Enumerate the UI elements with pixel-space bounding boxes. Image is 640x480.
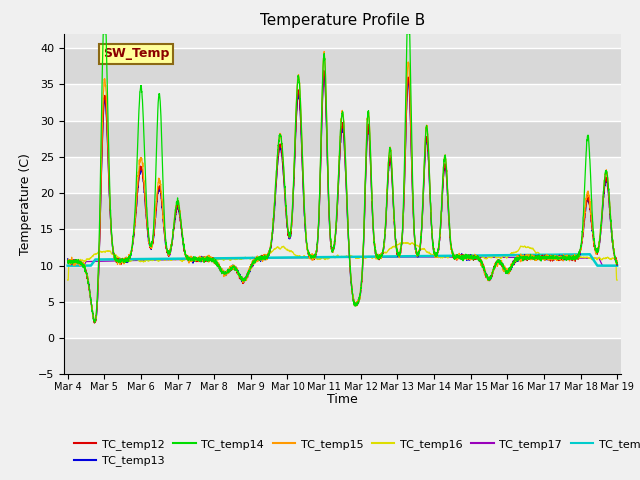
TC_temp17 bbox=[159, 257, 167, 263]
TC_temp16 bbox=[613, 277, 621, 283]
TC_temp12 bbox=[91, 320, 99, 326]
TC_temp13 bbox=[127, 251, 134, 257]
TC_temp13 bbox=[64, 256, 72, 262]
TC_temp18 bbox=[603, 263, 611, 268]
TC_temp18 bbox=[613, 263, 621, 268]
TC_temp15 bbox=[543, 256, 551, 262]
TC_temp13 bbox=[320, 70, 328, 76]
TC_temp15 bbox=[613, 258, 621, 264]
TC_temp15 bbox=[298, 153, 306, 158]
Bar bbox=[64, 84, 621, 120]
Text: SW_Temp: SW_Temp bbox=[103, 48, 170, 60]
TC_temp16 bbox=[64, 277, 72, 283]
TC_temp13 bbox=[613, 262, 621, 268]
TC_temp18 bbox=[298, 254, 306, 260]
TC_temp12 bbox=[127, 252, 134, 257]
TC_temp12 bbox=[159, 215, 167, 220]
Line: TC_temp15: TC_temp15 bbox=[68, 51, 617, 322]
TC_temp12 bbox=[64, 258, 72, 264]
TC_temp16 bbox=[298, 255, 306, 261]
TC_temp17 bbox=[415, 254, 423, 260]
TC_temp17 bbox=[298, 255, 306, 261]
TC_temp17 bbox=[543, 255, 551, 261]
TC_temp14 bbox=[613, 260, 621, 266]
TC_temp15 bbox=[603, 173, 611, 179]
Line: TC_temp12: TC_temp12 bbox=[68, 71, 617, 323]
TC_temp17 bbox=[613, 263, 621, 268]
X-axis label: Time: Time bbox=[327, 394, 358, 407]
TC_temp15 bbox=[275, 139, 282, 144]
Bar bbox=[64, 302, 621, 338]
TC_temp15 bbox=[159, 216, 167, 221]
Y-axis label: Temperature (C): Temperature (C) bbox=[19, 153, 33, 255]
TC_temp16 bbox=[275, 245, 282, 251]
TC_temp15 bbox=[92, 319, 99, 324]
Bar bbox=[64, 265, 621, 302]
Bar bbox=[64, 120, 621, 157]
TC_temp16 bbox=[403, 240, 411, 245]
TC_temp13 bbox=[159, 217, 167, 223]
Legend: TC_temp12, TC_temp13, TC_temp14, TC_temp15, TC_temp16, TC_temp17, TC_temp18: TC_temp12, TC_temp13, TC_temp14, TC_temp… bbox=[70, 434, 640, 471]
TC_temp12 bbox=[613, 262, 621, 267]
TC_temp14 bbox=[64, 259, 72, 264]
Line: TC_temp16: TC_temp16 bbox=[68, 242, 617, 280]
TC_temp12 bbox=[298, 161, 306, 167]
Line: TC_temp17: TC_temp17 bbox=[68, 257, 617, 265]
TC_temp15 bbox=[127, 250, 134, 255]
TC_temp17 bbox=[127, 258, 134, 264]
TC_temp15 bbox=[321, 48, 328, 54]
TC_temp16 bbox=[543, 255, 551, 261]
Line: TC_temp13: TC_temp13 bbox=[68, 73, 617, 322]
Title: Temperature Profile B: Temperature Profile B bbox=[260, 13, 425, 28]
TC_temp14 bbox=[127, 251, 134, 256]
TC_temp13 bbox=[275, 152, 282, 158]
Bar bbox=[64, 48, 621, 84]
TC_temp17 bbox=[64, 263, 72, 268]
TC_temp15 bbox=[64, 259, 72, 265]
TC_temp16 bbox=[127, 258, 134, 264]
Line: TC_temp14: TC_temp14 bbox=[68, 34, 617, 323]
TC_temp12 bbox=[603, 174, 611, 180]
TC_temp18 bbox=[586, 252, 593, 257]
TC_temp14 bbox=[299, 157, 307, 163]
TC_temp18 bbox=[159, 256, 167, 262]
TC_temp16 bbox=[603, 255, 611, 261]
TC_temp12 bbox=[543, 253, 551, 259]
TC_temp18 bbox=[275, 255, 282, 261]
TC_temp18 bbox=[543, 252, 551, 258]
TC_temp12 bbox=[320, 68, 328, 73]
TC_temp12 bbox=[275, 150, 282, 156]
Bar bbox=[64, 338, 621, 374]
Line: TC_temp18: TC_temp18 bbox=[68, 254, 617, 265]
Bar bbox=[64, 157, 621, 193]
TC_temp14 bbox=[159, 189, 167, 194]
TC_temp18 bbox=[64, 263, 72, 268]
TC_temp14 bbox=[603, 168, 611, 174]
TC_temp13 bbox=[298, 163, 306, 169]
TC_temp13 bbox=[603, 180, 611, 185]
TC_temp13 bbox=[543, 256, 551, 262]
TC_temp14 bbox=[275, 137, 283, 143]
TC_temp18 bbox=[127, 256, 134, 262]
TC_temp14 bbox=[99, 31, 107, 36]
TC_temp14 bbox=[543, 254, 551, 260]
TC_temp13 bbox=[92, 319, 99, 325]
TC_temp17 bbox=[275, 255, 282, 261]
TC_temp14 bbox=[91, 320, 99, 325]
Bar bbox=[64, 229, 621, 265]
TC_temp16 bbox=[159, 256, 167, 262]
TC_temp17 bbox=[603, 263, 611, 268]
Bar bbox=[64, 193, 621, 229]
